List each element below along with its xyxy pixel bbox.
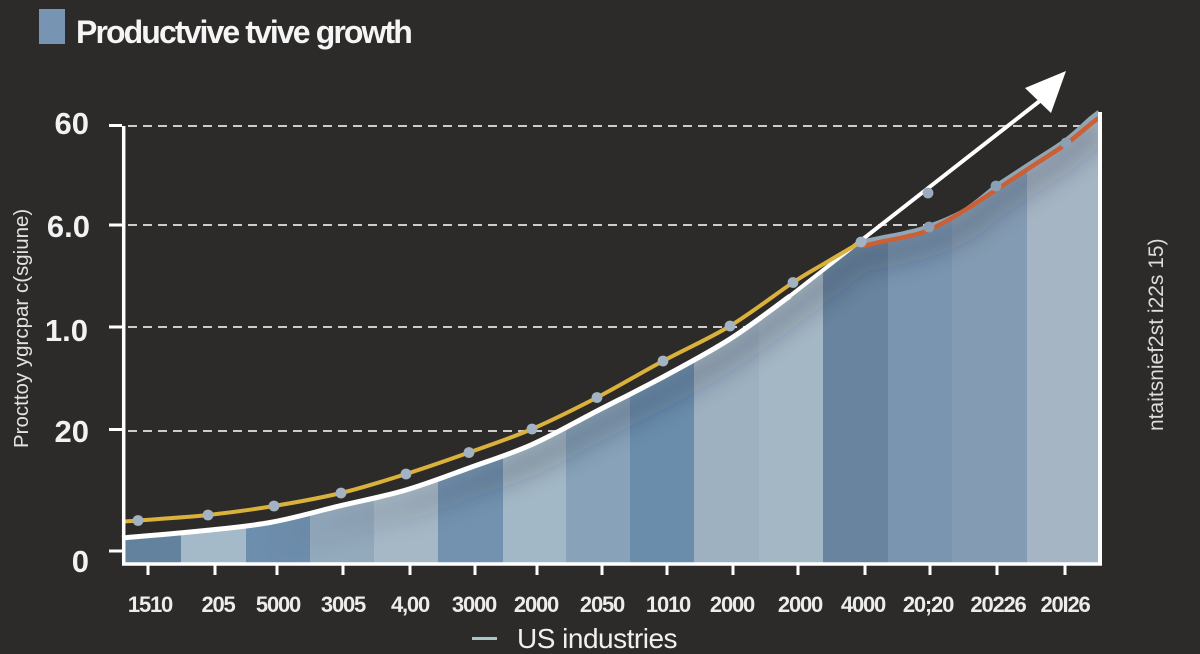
svg-text:Procttoy ygrcpar c(sgiune): Procttoy ygrcpar c(sgiune) xyxy=(10,209,33,448)
svg-text:20: 20 xyxy=(55,414,89,449)
svg-text:2000: 2000 xyxy=(710,592,755,617)
svg-text:1510: 1510 xyxy=(128,592,173,617)
svg-text:3005: 3005 xyxy=(321,592,366,617)
svg-text:205: 205 xyxy=(201,592,235,617)
svg-text:6.0: 6.0 xyxy=(47,209,90,244)
svg-text:US industries: US industries xyxy=(517,623,677,654)
svg-text:Productvive tvive growth: Productvive tvive growth xyxy=(76,14,411,50)
svg-text:20;20: 20;20 xyxy=(903,592,954,617)
svg-text:5000: 5000 xyxy=(256,592,301,617)
svg-text:1010: 1010 xyxy=(646,592,691,617)
svg-text:20I26: 20I26 xyxy=(1040,592,1090,617)
svg-text:60: 60 xyxy=(55,106,89,141)
svg-text:4000: 4000 xyxy=(841,592,886,617)
svg-text:0: 0 xyxy=(72,544,89,579)
svg-text:2000: 2000 xyxy=(778,592,823,617)
svg-text:3000: 3000 xyxy=(452,592,497,617)
svg-text:4,00: 4,00 xyxy=(391,592,430,617)
svg-text:20226: 20226 xyxy=(970,592,1026,617)
svg-text:2000: 2000 xyxy=(514,592,559,617)
svg-text:2050: 2050 xyxy=(580,592,625,617)
svg-text:ntaitsnief2st i22s 15): ntaitsnief2st i22s 15) xyxy=(1145,238,1168,431)
svg-text:1.0: 1.0 xyxy=(45,313,88,348)
